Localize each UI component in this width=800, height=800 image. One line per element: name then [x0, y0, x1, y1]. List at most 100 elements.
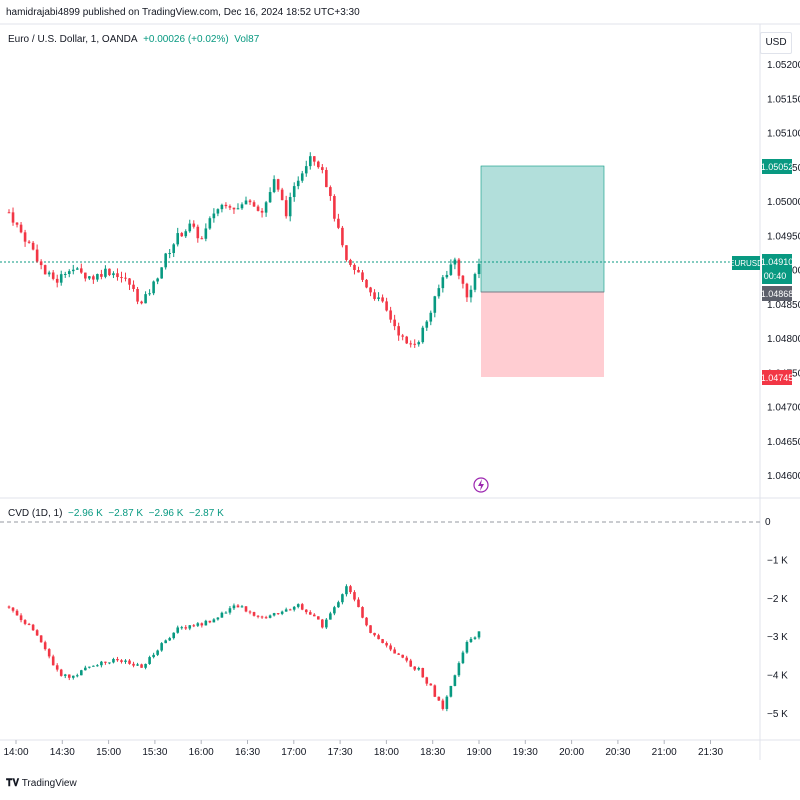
time-tick-label: 15:30: [142, 747, 167, 758]
price-candle-body: [264, 202, 268, 213]
take-profit-label: 1.05052: [761, 159, 793, 174]
cvd-candle-body: [104, 661, 107, 663]
price-candle-body: [461, 275, 465, 284]
price-candle-body: [477, 263, 481, 275]
price-candle-body: [188, 223, 192, 232]
time-tick-label: 19:30: [513, 747, 538, 758]
price-tick-label: 1.04600: [767, 471, 800, 482]
price-candle-body: [333, 196, 336, 219]
cvd-candle-body: [317, 616, 320, 620]
price-candle-body: [421, 327, 425, 343]
event-lightning-icon[interactable]: [473, 477, 489, 493]
price-candle-body: [401, 335, 404, 337]
price-tick-label: 1.04800: [767, 334, 800, 345]
cvd-candle-body: [381, 639, 384, 644]
time-tick-label: 21:00: [652, 747, 677, 758]
cvd-candle-body: [160, 643, 163, 651]
cvd-candle-body: [397, 653, 400, 655]
price-candle-body: [349, 259, 352, 265]
cvd-candle-body: [67, 674, 71, 678]
take-profit-zone[interactable]: [480, 165, 605, 293]
tradingview-logo[interactable]: 𝐓𝐕 TradingView: [6, 778, 77, 789]
cvd-candle-body: [457, 663, 461, 676]
price-candle-body: [136, 288, 139, 302]
cvd-candle-body: [228, 608, 232, 613]
cvd-candle-body: [373, 632, 376, 636]
cvd-candle-body: [232, 605, 236, 609]
cvd-candle-body: [128, 660, 131, 664]
cvd-candle-body: [465, 641, 469, 653]
price-candle-body: [112, 273, 115, 276]
price-candles: [7, 152, 481, 348]
price-tick-label: 1.05150: [767, 94, 800, 105]
cvd-candle-body: [88, 666, 91, 668]
price-candle-body: [200, 238, 204, 240]
cvd-candle-body: [417, 667, 421, 670]
price-candle-body: [280, 189, 284, 201]
price-candle-body: [35, 249, 39, 262]
price-candle-body: [240, 204, 244, 209]
cvd-candle-body: [357, 599, 360, 608]
price-candle-body: [140, 301, 143, 304]
price-candle-body: [124, 277, 127, 279]
price-candle-body: [164, 253, 167, 268]
time-tick-label: 14:00: [3, 747, 28, 758]
cvd-candle-body: [260, 616, 264, 618]
price-candle-body: [276, 179, 280, 190]
cvd-candle-body: [7, 606, 11, 608]
price-candle-body: [369, 287, 372, 293]
cvd-candle-body: [393, 649, 396, 654]
price-candle-body: [296, 180, 300, 187]
stop-loss-zone[interactable]: [481, 292, 604, 377]
price-candle-body: [397, 326, 400, 336]
cvd-candle-body: [19, 615, 23, 621]
price-candle-body: [457, 259, 461, 276]
time-tick-label: 14:30: [50, 747, 75, 758]
time-tick-label: 17:30: [328, 747, 353, 758]
price-candle-body: [385, 301, 388, 311]
price-candle-body: [220, 204, 224, 210]
cvd-candle-body: [164, 640, 167, 644]
cvd-tick-label: 0: [765, 517, 771, 528]
published-by-text: hamidrajabi4899 published on TradingView…: [6, 7, 360, 18]
cvd-value-3: −2.96 K: [148, 508, 184, 519]
price-tick-label: 1.04700: [767, 403, 800, 414]
price-candle-body: [256, 206, 260, 211]
price-candle-body: [353, 264, 356, 270]
price-candle-body: [341, 227, 344, 246]
cvd-legend[interactable]: CVD (1D, 1) −2.96 K −2.87 K −2.96 K −2.8…: [8, 508, 224, 519]
cvd-candle-body: [132, 663, 135, 666]
cvd-candle-body: [385, 643, 388, 646]
cvd-candle-body: [405, 657, 408, 661]
price-candle-body: [337, 218, 340, 228]
cvd-candle-body: [300, 604, 304, 610]
cvd-candle-body: [321, 619, 324, 628]
cvd-candle-body: [172, 632, 176, 639]
cvd-candle-body: [112, 659, 115, 663]
price-candle-body: [208, 218, 212, 229]
price-candle-body: [7, 212, 11, 214]
time-axis[interactable]: 14:00 14:30 15:00 15:30 16:00 16:30 17:00 17:30…: [3, 740, 723, 758]
last-price-label: 1.04910 00:40: [761, 254, 793, 284]
price-candle-body: [381, 297, 384, 302]
cvd-candle-body: [345, 586, 348, 595]
price-candle-body: [361, 272, 364, 280]
price-candle-body: [300, 173, 304, 181]
cvd-axis[interactable]: 0 −1 K −2 K −3 K −4 K −5 K: [765, 517, 788, 720]
price-candle-body: [373, 292, 376, 299]
price-candle-body: [425, 321, 429, 328]
cvd-candles: [7, 584, 481, 712]
price-candle-body: [216, 209, 220, 214]
price-candle-body: [272, 179, 276, 193]
cvd-candle-body: [409, 660, 413, 667]
symbol-legend[interactable]: Euro / U.S. Dollar, 1, OANDA +0.00026 (+…: [8, 34, 259, 45]
cvd-candle-body: [236, 605, 240, 608]
cvd-candle-body: [252, 612, 256, 616]
cvd-candle-body: [325, 619, 328, 628]
cvd-candle-body: [280, 611, 284, 614]
price-change: +0.00026 (+0.02%): [143, 34, 229, 45]
price-candle-body: [317, 161, 320, 168]
price-candle-body: [232, 207, 236, 210]
currency-button[interactable]: USD: [760, 32, 792, 54]
